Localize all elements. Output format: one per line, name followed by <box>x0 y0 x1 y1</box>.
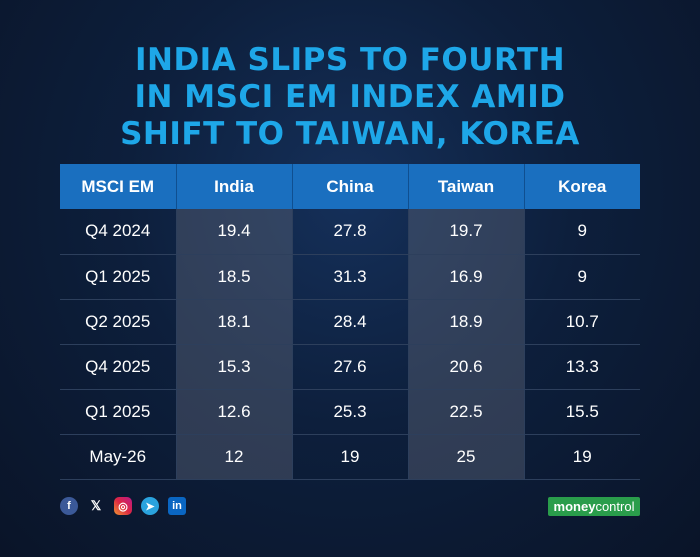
linkedin-icon[interactable]: in <box>168 497 186 515</box>
instagram-icon[interactable]: ◎ <box>114 497 132 515</box>
value-cell: 18.1 <box>176 299 293 345</box>
msci-em-table: MSCI EM India China Taiwan Korea Q4 2024… <box>60 164 640 480</box>
title-line-1: INDIA SLIPS TO FOURTH <box>134 42 566 78</box>
value-cell: 31.3 <box>292 254 409 300</box>
value-cell: 28.4 <box>292 299 409 345</box>
value-cell: 22.5 <box>408 389 525 435</box>
value-cell: 27.6 <box>292 344 409 390</box>
title-line-3: SHIFT TO TAIWAN, KOREA <box>120 116 580 152</box>
page-title: INDIA SLIPS TO FOURTH IN MSCI EM INDEX A… <box>0 42 700 153</box>
value-cell: 16.9 <box>408 254 525 300</box>
moneycontrol-logo: money control <box>548 497 640 516</box>
table-header-row: MSCI EM India China Taiwan Korea <box>60 164 640 209</box>
value-cell: 19 <box>524 434 640 480</box>
value-cell: 9 <box>524 254 640 300</box>
value-cell: 9 <box>524 209 640 255</box>
row-label-cell: Q4 2025 <box>60 344 177 390</box>
value-cell: 19.7 <box>408 209 525 255</box>
value-cell: 10.7 <box>524 299 640 345</box>
value-cell: 15.3 <box>176 344 293 390</box>
row-label-cell: Q2 2025 <box>60 299 177 345</box>
title-line-2: IN MSCI EM INDEX AMID <box>134 79 566 115</box>
value-cell: 13.3 <box>524 344 640 390</box>
value-cell: 19 <box>292 434 409 480</box>
value-cell: 25 <box>408 434 525 480</box>
logo-part-1: money <box>553 499 596 514</box>
row-label-cell: Q4 2024 <box>60 209 177 255</box>
value-cell: 12.6 <box>176 389 293 435</box>
value-cell: 19.4 <box>176 209 293 255</box>
value-cell: 27.8 <box>292 209 409 255</box>
table-row: Q4 2024 19.4 27.8 19.7 9 <box>60 209 640 255</box>
header-cell: Korea <box>524 164 640 209</box>
table-row: May-26 12 19 25 19 <box>60 434 640 480</box>
table-row: Q4 2025 15.3 27.6 20.6 13.3 <box>60 344 640 390</box>
table-row: Q2 2025 18.1 28.4 18.9 10.7 <box>60 299 640 345</box>
value-cell: 15.5 <box>524 389 640 435</box>
row-label-cell: Q1 2025 <box>60 254 177 300</box>
row-label-cell: May-26 <box>60 434 177 480</box>
telegram-icon[interactable]: ➤ <box>141 497 159 515</box>
table-row: Q1 2025 12.6 25.3 22.5 15.5 <box>60 389 640 435</box>
value-cell: 18.9 <box>408 299 525 345</box>
header-cell: China <box>292 164 409 209</box>
value-cell: 20.6 <box>408 344 525 390</box>
social-icons: f 𝕏 ◎ ➤ in <box>60 497 186 515</box>
row-label-cell: Q1 2025 <box>60 389 177 435</box>
x-icon[interactable]: 𝕏 <box>90 498 102 513</box>
value-cell: 12 <box>176 434 293 480</box>
value-cell: 25.3 <box>292 389 409 435</box>
table-row: Q1 2025 18.5 31.3 16.9 9 <box>60 254 640 300</box>
value-cell: 18.5 <box>176 254 293 300</box>
header-cell: Taiwan <box>408 164 525 209</box>
header-cell: MSCI EM <box>60 164 177 209</box>
facebook-icon[interactable]: f <box>60 497 78 515</box>
table-body: Q4 2024 19.4 27.8 19.7 9 Q1 2025 18.5 31.3 16.9 9… <box>60 209 640 480</box>
logo-part-2: control <box>595 499 635 514</box>
header-cell: India <box>176 164 293 209</box>
